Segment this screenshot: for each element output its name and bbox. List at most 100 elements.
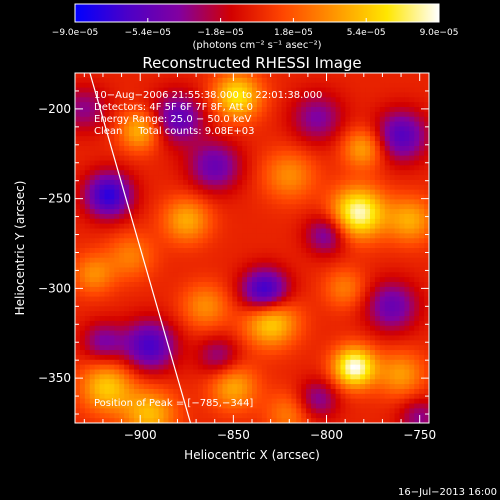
heatmap-cell xyxy=(143,102,150,108)
heatmap-cell xyxy=(276,238,283,244)
heatmap-cell xyxy=(109,141,115,147)
heatmap-cell xyxy=(365,262,371,269)
heatmap-cell xyxy=(252,111,258,118)
heatmap-cell xyxy=(202,243,209,249)
heatmap-cell xyxy=(134,306,140,312)
heatmap-cell xyxy=(207,359,214,366)
heatmap-cell xyxy=(325,199,332,205)
heatmap-cell xyxy=(330,320,337,327)
heatmap-cell xyxy=(256,374,263,380)
heatmap-cell xyxy=(75,364,81,371)
heatmap-cell xyxy=(242,107,248,113)
heatmap-cell xyxy=(325,354,332,361)
heatmap-cell xyxy=(306,170,312,176)
heatmap-cell xyxy=(188,155,194,162)
heatmap-cell xyxy=(414,335,420,341)
heatmap-cell xyxy=(247,272,253,278)
heatmap-cell xyxy=(384,87,391,94)
heatmap-cell xyxy=(360,243,366,249)
heatmap-cell xyxy=(320,73,327,79)
heatmap-cell xyxy=(114,384,120,390)
heatmap-cell xyxy=(394,111,401,118)
heatmap-cell xyxy=(163,155,170,162)
heatmap-cell xyxy=(384,345,391,351)
heatmap-cell xyxy=(296,277,302,283)
heatmap-cell xyxy=(242,267,248,273)
heatmap-cell xyxy=(237,379,243,385)
heatmap-cell xyxy=(379,291,386,298)
heatmap-cell xyxy=(75,131,81,137)
heatmap-cell xyxy=(197,272,204,278)
heatmap-cell xyxy=(143,291,150,298)
heatmap-cell xyxy=(286,126,292,132)
heatmap-cell xyxy=(237,136,243,142)
heatmap-cell xyxy=(114,82,120,89)
heatmap-cell xyxy=(168,316,174,322)
heatmap-cell xyxy=(256,243,263,249)
heatmap-cell xyxy=(222,291,229,298)
heatmap-cell xyxy=(271,73,278,79)
heatmap-cell xyxy=(134,316,140,322)
heatmap-cell xyxy=(404,243,410,249)
heatmap-cell xyxy=(311,111,317,118)
heatmap-cell xyxy=(197,262,204,269)
heatmap-cell xyxy=(301,155,307,162)
heatmap-cell xyxy=(271,228,278,235)
heatmap-cell xyxy=(202,301,209,307)
heatmap-cell xyxy=(158,213,165,220)
heatmap-cell xyxy=(374,184,381,191)
heatmap-cell xyxy=(271,350,278,356)
heatmap-cell xyxy=(291,87,297,94)
heatmap-cell xyxy=(143,77,150,84)
heatmap-cell xyxy=(296,102,302,108)
heatmap-cell xyxy=(109,316,115,322)
heatmap-cell xyxy=(124,403,130,410)
heatmap-cell xyxy=(350,286,356,293)
heatmap-cell xyxy=(306,364,312,371)
heatmap-cell xyxy=(178,325,184,332)
heatmap-cell xyxy=(311,379,317,385)
heatmap-cell xyxy=(330,136,337,142)
heatmap-cell xyxy=(104,165,111,171)
heatmap-cell xyxy=(163,233,170,239)
heatmap-cell xyxy=(84,320,91,327)
heatmap-cell xyxy=(178,102,184,108)
heatmap-cell xyxy=(399,233,406,239)
heatmap-cell xyxy=(360,388,366,395)
heatmap-cell xyxy=(281,330,288,337)
heatmap-cell xyxy=(143,87,150,94)
heatmap-cell xyxy=(153,228,160,235)
heatmap-cell xyxy=(276,306,283,312)
heatmap-cell xyxy=(79,184,86,191)
heatmap-cell xyxy=(345,267,351,273)
heatmap-cell xyxy=(374,121,381,128)
heatmap-cell xyxy=(296,194,302,200)
heatmap-cell xyxy=(266,73,273,79)
heatmap-cell xyxy=(79,238,86,244)
heatmap-cell xyxy=(399,218,406,225)
heatmap-cell xyxy=(266,145,273,152)
heatmap-cell xyxy=(301,111,307,118)
heatmap-cell xyxy=(252,267,258,273)
heatmap-cell xyxy=(345,204,351,210)
heatmap-cell xyxy=(217,320,224,327)
heatmap-cell xyxy=(389,384,396,390)
heatmap-cell xyxy=(119,228,125,235)
heatmap-cell xyxy=(266,340,273,346)
heatmap-cell xyxy=(222,73,229,79)
heatmap-cell xyxy=(301,345,307,351)
heatmap-cell xyxy=(350,301,356,307)
heatmap-cell xyxy=(414,155,420,162)
heatmap-cell xyxy=(124,354,130,361)
heatmap-cell xyxy=(247,296,253,303)
heatmap-cell xyxy=(374,325,381,332)
heatmap-cell xyxy=(143,194,150,200)
heatmap-cell xyxy=(94,116,101,123)
heatmap-cell xyxy=(242,223,248,230)
heatmap-cell xyxy=(129,291,135,298)
heatmap-cell xyxy=(163,301,170,307)
heatmap-cell xyxy=(79,393,86,400)
heatmap-cell xyxy=(266,233,273,239)
heatmap-cell xyxy=(79,204,86,210)
heatmap-cell xyxy=(311,291,317,298)
